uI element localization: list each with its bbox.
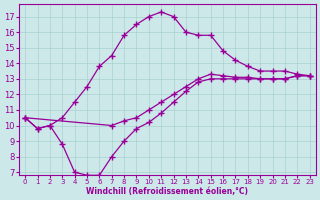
- X-axis label: Windchill (Refroidissement éolien,°C): Windchill (Refroidissement éolien,°C): [86, 187, 248, 196]
